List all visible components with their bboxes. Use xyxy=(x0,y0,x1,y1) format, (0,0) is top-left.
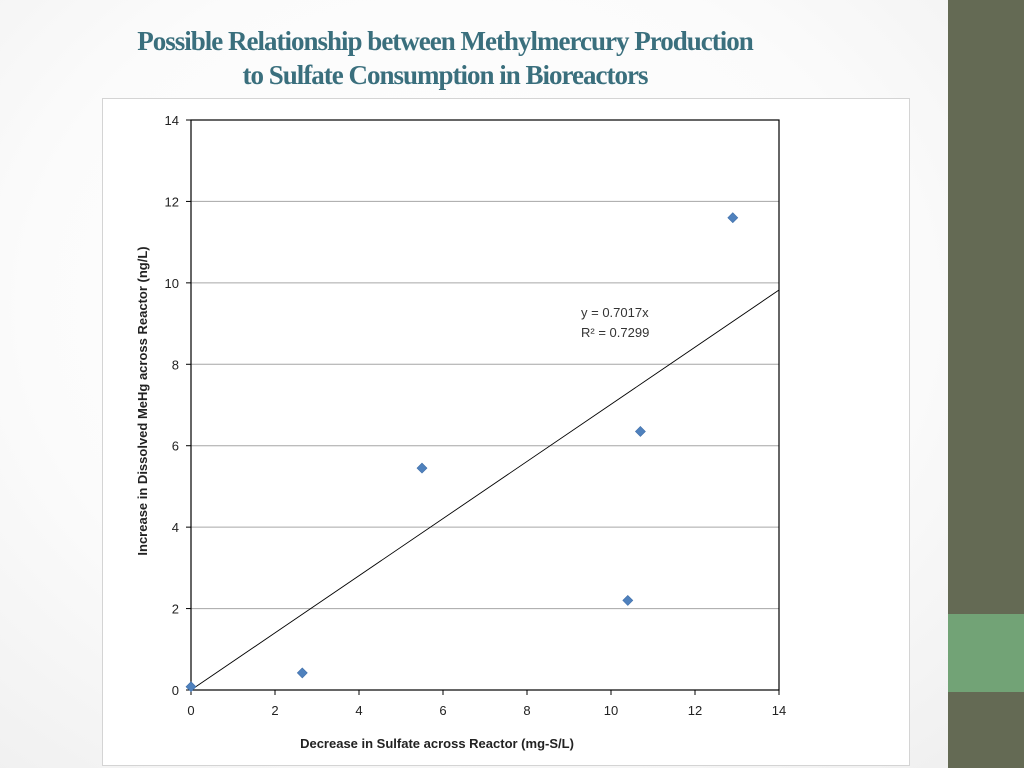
slide-title-line-2: to Sulfate Consumption in Bioreactors xyxy=(242,60,648,90)
slide-title-line-1: Possible Relationship between Methylmerc… xyxy=(137,26,753,56)
data-point xyxy=(634,426,646,437)
x-tick-label: 8 xyxy=(523,703,530,718)
gridlines xyxy=(191,200,779,610)
axis-ticks: 0 2 4 6 8 10 12 14 0 2 4 6 8 10 12 14 xyxy=(165,113,787,718)
data-point xyxy=(416,462,428,474)
x-tick-label: 0 xyxy=(187,703,194,718)
data-point xyxy=(296,667,308,679)
trendline-layer xyxy=(190,289,780,691)
y-axis-title: Increase in Dissolved MeHg across Reacto… xyxy=(135,246,150,555)
data-point xyxy=(185,681,197,693)
data-point xyxy=(622,595,634,606)
y-tick-label: 12 xyxy=(165,194,179,209)
x-tick-label: 10 xyxy=(604,703,618,718)
y-tick-label: 2 xyxy=(172,602,179,617)
plot-area-border xyxy=(190,119,780,691)
chart-frame: 0 2 4 6 8 10 12 14 0 2 4 6 8 10 12 14 y = 0.7017x R² = … xyxy=(102,98,910,766)
x-axis-title: Decrease in Sulfate across Reactor (mg-S… xyxy=(300,736,574,751)
y-tick-label: 8 xyxy=(172,357,179,372)
y-tick-label: 6 xyxy=(172,439,179,454)
x-tick-label: 2 xyxy=(271,703,278,718)
x-tick-label: 4 xyxy=(355,703,362,718)
y-tick-label: 4 xyxy=(172,520,179,535)
trendline-equation: y = 0.7017x xyxy=(581,305,649,320)
trendline-r-squared: R² = 0.7299 xyxy=(581,325,649,340)
y-tick-label: 14 xyxy=(165,113,179,128)
x-tick-label: 12 xyxy=(688,703,702,718)
data-points xyxy=(185,212,739,693)
x-tick-label: 6 xyxy=(439,703,446,718)
y-tick-label: 0 xyxy=(172,683,179,698)
sidebar-accent-block xyxy=(948,614,1024,692)
x-tick-label: 14 xyxy=(772,703,786,718)
trendline xyxy=(190,289,780,691)
data-point xyxy=(727,212,739,224)
slide-title: Possible Relationship between Methylmerc… xyxy=(60,24,830,92)
scatter-chart: 0 2 4 6 8 10 12 14 0 2 4 6 8 10 12 14 y = 0.7017x R² = … xyxy=(135,113,787,751)
y-tick-label: 10 xyxy=(165,276,179,291)
